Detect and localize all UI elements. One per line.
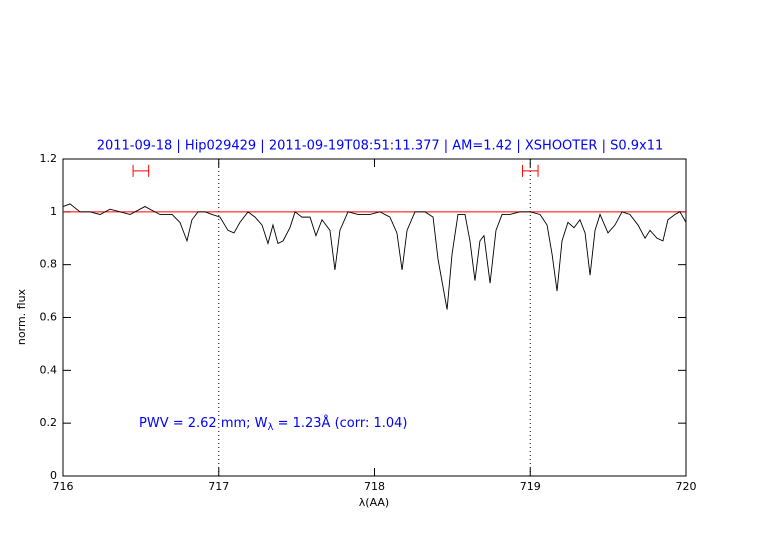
x-tick-label: 718 (364, 480, 385, 493)
x-tick-label: 719 (520, 480, 541, 493)
annotation-text: PWV = 2.62 mm; W (139, 416, 268, 431)
annotation-text: = 1.23Å (corr: 1.04) (273, 415, 407, 431)
x-tick-label: 720 (676, 480, 697, 493)
y-tick-label: 0 (50, 469, 57, 482)
y-tick-label: 0.8 (40, 258, 58, 271)
x-tick-label: 717 (208, 480, 229, 493)
y-axis-label: norm. flux (15, 288, 28, 345)
chart-title: 2011-09-18 | Hip029429 | 2011-09-19T08:5… (97, 139, 664, 154)
x-tick-label: 716 (53, 480, 74, 493)
annotation: PWV = 2.62 mm; Wλ = 1.23Å (corr: 1.04) (139, 415, 408, 434)
y-tick-label: 1.2 (40, 152, 58, 165)
y-tick-label: 0.6 (40, 311, 58, 324)
spectrum-line (62, 203, 687, 310)
y-tick-label: 0.2 (40, 416, 58, 429)
y-tick-label: 1 (50, 205, 57, 218)
annotation-subscript: λ (268, 422, 274, 433)
y-tick-label: 0.4 (40, 363, 58, 376)
x-axis-label: λ(AA) (359, 496, 389, 509)
